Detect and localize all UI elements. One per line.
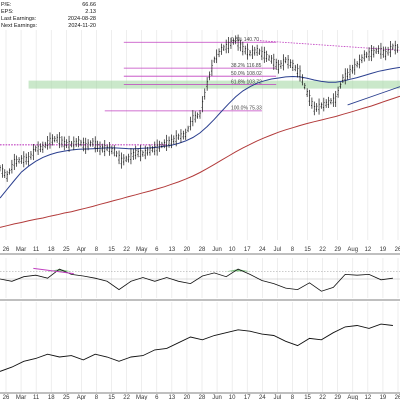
date-tick-label: 12 (365, 247, 372, 253)
date-tick-label: 13 (169, 247, 176, 253)
relative-strength-line (0, 323, 393, 372)
date-tick-label-bottom: 8 (95, 395, 99, 400)
date-tick-label-bottom: 10 (229, 395, 236, 400)
next-earnings-label: Next Earnings: (1, 23, 38, 29)
date-tick-label: 28 (199, 247, 206, 253)
date-tick-label: 15 (108, 247, 115, 253)
date-tick-label: 20 (184, 247, 191, 253)
date-tick-label-bottom: Jun (212, 395, 222, 400)
date-tick-label-bottom: Apr (77, 395, 86, 400)
date-tick-label-bottom: 6 (155, 395, 159, 400)
date-tick-label-bottom: May (136, 395, 147, 400)
oscillator-line (0, 268, 393, 292)
pe-label: P/E: (1, 2, 12, 8)
oscillator-panel (0, 267, 400, 292)
short-moving-average (0, 66, 400, 199)
fib-level-label: 100.0% 75.33 (231, 106, 262, 112)
divergence-line (33, 267, 74, 275)
date-tick-label-bottom: 13 (169, 395, 176, 400)
date-tick-label-bottom: 15 (108, 395, 115, 400)
date-tick-label: 22 (319, 247, 326, 253)
date-tick-label: 10 (229, 247, 236, 253)
date-tick-label-bottom: Aug (347, 395, 358, 400)
date-tick-label: 6 (155, 247, 159, 253)
dotted-resistance-line (257, 40, 400, 51)
date-tick-label: 26 (3, 247, 10, 253)
last-earnings-value: 2024-08-28 (68, 16, 96, 22)
next-earnings-value: 2024-11-20 (68, 23, 96, 29)
info-block: P/E: 66.66 EPS: 2.13 Last Earnings: 2024… (1, 2, 96, 29)
date-tick-label: 29 (334, 247, 341, 253)
trend-line (347, 86, 400, 106)
moving-averages (0, 66, 400, 228)
overbought-fill (226, 269, 250, 272)
date-tick-label: 26 (395, 247, 400, 253)
date-tick-label-bottom: 8 (291, 395, 295, 400)
date-tick-label: 18 (48, 247, 55, 253)
date-tick-label-bottom: 24 (259, 395, 266, 400)
pe-value: 66.66 (82, 2, 96, 8)
date-tick-label-bottom: 28 (199, 395, 206, 400)
date-tick-label: 8 (291, 247, 295, 253)
date-tick-label: Jun (212, 247, 222, 253)
date-tick-label-bottom: 17 (244, 395, 251, 400)
date-tick-label-bottom: 18 (48, 395, 55, 400)
last-earnings-label: Last Earnings: (1, 16, 37, 22)
date-tick-label-bottom: Jul (274, 395, 282, 400)
date-tick-label: 19 (380, 247, 387, 253)
date-ticks: 26 26 Mar Mar 11 11 18 18 25 25 Apr Apr 8 8 15 15 22 22 Ma… (3, 247, 400, 400)
date-tick-label-bottom: 22 (319, 395, 326, 400)
date-tick-label-bottom: 29 (334, 395, 341, 400)
fib-level-label: 50.0% 108.02 (231, 71, 262, 77)
date-tick-label-bottom: 22 (123, 395, 130, 400)
date-tick-label: 25 (63, 247, 70, 253)
fibonacci-levels: 0.0% 140.70 38.2% 116.85 50.0% 108.02 61.8%… (0, 37, 400, 146)
fib-level-label: 0.0% 140.70 (231, 37, 259, 43)
date-tick-label: Mar (16, 247, 26, 253)
date-tick-label: Aug (347, 247, 358, 253)
date-tick-label-bottom: 25 (63, 395, 70, 400)
date-tick-label-bottom: 12 (365, 395, 372, 400)
date-tick-label: 8 (95, 247, 99, 253)
date-tick-label: 17 (244, 247, 251, 253)
relative-strength-panel (0, 323, 393, 372)
date-tick-label: 24 (259, 247, 266, 253)
date-tick-label-bottom: 11 (33, 395, 40, 400)
date-tick-label-bottom: 15 (304, 395, 311, 400)
date-tick-label-bottom: 26 (3, 395, 10, 400)
date-tick-label-bottom: 20 (184, 395, 191, 400)
trend-lines (347, 86, 400, 106)
date-tick-label: Apr (77, 247, 86, 253)
date-tick-label-bottom: 19 (380, 395, 387, 400)
grid (0, 30, 400, 394)
date-tick-label: 15 (304, 247, 311, 253)
date-tick-label: 22 (123, 247, 130, 253)
date-tick-label-bottom: Mar (16, 395, 26, 400)
price-series (0, 34, 399, 182)
date-tick-label: May (136, 247, 147, 253)
fib-level-label: 61.8% 103.72 (231, 79, 262, 85)
eps-value: 2.13 (85, 9, 96, 15)
date-tick-label-bottom: 26 (395, 395, 400, 400)
eps-label: EPS: (1, 9, 14, 15)
long-moving-average (0, 95, 400, 228)
date-tick-label: 11 (33, 247, 40, 253)
date-tick-label: Jul (274, 247, 282, 253)
fib-level-label: 38.2% 116.85 (231, 63, 262, 69)
